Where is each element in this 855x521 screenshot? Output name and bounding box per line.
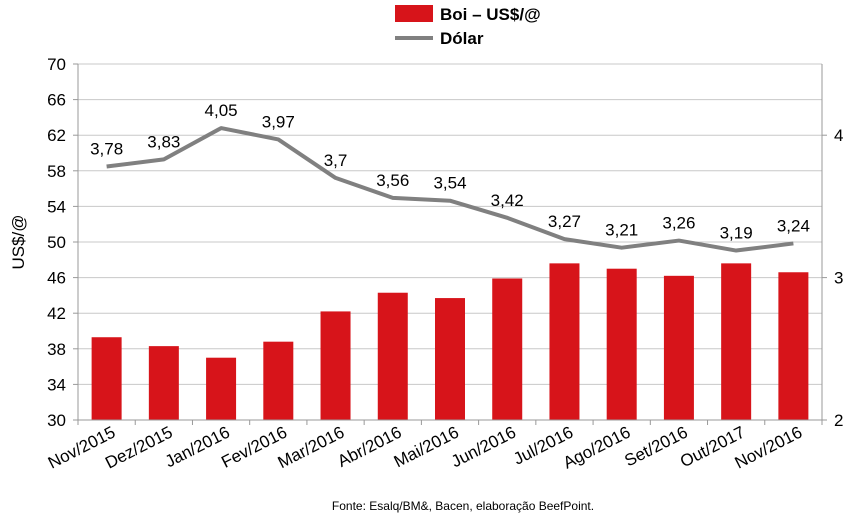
bar [549, 263, 580, 420]
bar-series [91, 263, 809, 420]
bar [148, 346, 179, 420]
line-data-label: 4,05 [205, 101, 238, 120]
line-data-label: 3,97 [262, 112, 295, 131]
x-tick-label: Set/2016 [621, 423, 690, 471]
line-data-label: 3,19 [720, 224, 753, 243]
y-axis-label: US$/@ [9, 214, 28, 269]
x-tick-label: Jun/2016 [448, 423, 519, 472]
line-data-label: 3,26 [662, 214, 695, 233]
bar [778, 272, 809, 420]
line-data-label: 3,56 [376, 171, 409, 190]
data-labels: 3,78 3,83 4,05 3,97 3,7 3,56 3,54 3,42 3,27 3,21 3… [90, 101, 810, 242]
y-tick-label: 34 [47, 375, 66, 394]
bar [263, 341, 294, 420]
y-tick-label: 54 [47, 197, 66, 216]
legend-label-dolar: Dólar [440, 29, 484, 48]
line-data-label: 3,21 [605, 221, 638, 240]
y-tick-label: 50 [47, 233, 66, 252]
bar [206, 357, 237, 420]
line-data-label: 3,83 [147, 132, 180, 151]
legend-label-boi: Boi – US$/@ [440, 5, 541, 24]
legend-swatch-boi [395, 5, 433, 22]
dolar-line [106, 126, 794, 253]
y2-tick-label: 2 [834, 411, 843, 430]
bar [377, 292, 408, 420]
y-tick-label: 42 [47, 304, 66, 323]
y2-tick-label: 4 [834, 126, 843, 145]
line-series [106, 126, 794, 253]
bar [320, 311, 351, 420]
y-tick-label: 62 [47, 126, 66, 145]
bar [721, 263, 752, 420]
line-data-label: 3,54 [433, 174, 466, 193]
x-tick-label: Mar/2016 [275, 423, 348, 473]
y-tick-label: 70 [47, 55, 66, 74]
x-tick-label: Mai/2016 [391, 423, 462, 472]
line-data-label: 3,78 [90, 140, 123, 159]
y-tick-label: 30 [47, 411, 66, 430]
line-data-label: 3,42 [491, 191, 524, 210]
line-data-label: 3,27 [548, 212, 581, 231]
line-data-label: 3,7 [324, 151, 348, 170]
line-data-label: 3,24 [777, 216, 810, 235]
bar [91, 337, 122, 420]
gridlines [78, 63, 822, 421]
y-tick-label: 58 [47, 162, 66, 181]
bar [435, 298, 465, 420]
y2-tick-label: 3 [834, 269, 843, 288]
y-tick-label: 66 [47, 91, 66, 110]
source-note: Fonte: Esalq/BM&, Bacen, elaboração Beef… [332, 499, 594, 513]
bar [663, 275, 694, 420]
bar [492, 278, 523, 420]
y-tick-label: 46 [47, 269, 66, 288]
y-tick-label: 38 [47, 340, 66, 359]
bar [606, 268, 637, 420]
legend: Boi – US$/@ Dólar [395, 5, 541, 48]
x-tick-label: Abr/2016 [334, 423, 404, 471]
